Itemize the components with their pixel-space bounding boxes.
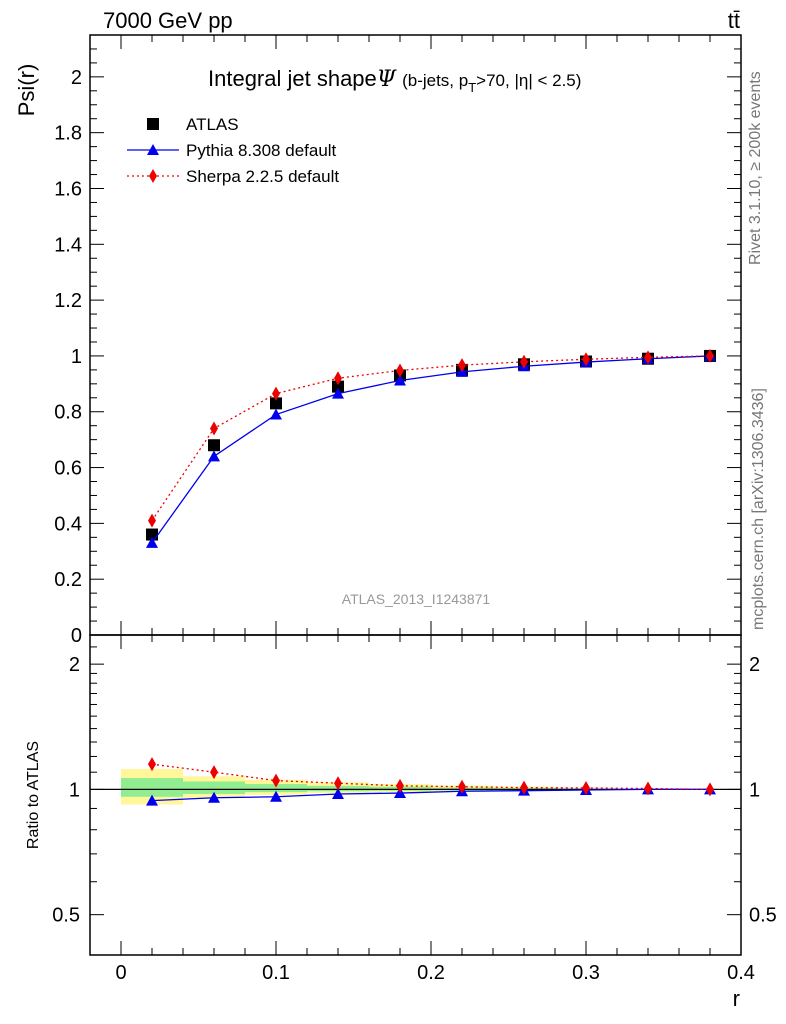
ratio-ytick-label: 2	[69, 654, 80, 676]
main-ticks: 0 0.2 0.4 0.6 0.8 1 1.2 1.4 1.6 1.8 2	[54, 34, 742, 647]
ratio-xtick-label: 0.2	[417, 962, 445, 984]
energy-label: 7000 GeV pp	[103, 8, 233, 33]
ratio-ytick-label: 0.5	[52, 905, 80, 927]
main-series-sherpa	[148, 348, 714, 528]
main-point-pythia	[332, 387, 344, 399]
ratio-panel: 0.5 0.5 1 1 2 2 0 0.1 0.2 0.3 0.4 Ratio to ATLAS r	[25, 634, 777, 1011]
legend-marker-sherpa	[149, 169, 157, 183]
ratio-point-sherpa	[334, 776, 342, 791]
ratio-point-pythia	[146, 794, 158, 806]
main-series-pythia	[146, 349, 716, 548]
ratio-point-sherpa	[458, 779, 466, 794]
main-ytick-label: 0	[71, 625, 82, 647]
legend-marker-pythia	[147, 144, 159, 155]
ratio-band-inner	[183, 781, 245, 794]
main-ytick-label: 0.6	[54, 458, 82, 480]
ratio-ytick-label-right: 0.5	[749, 905, 777, 927]
main-ytick-label: 1	[71, 346, 82, 368]
main-point-sherpa	[582, 352, 590, 367]
main-point-pythia	[270, 408, 282, 420]
main-ytick-label: 0.2	[54, 569, 82, 591]
main-point-atlas	[332, 380, 344, 393]
main-point-sherpa	[148, 513, 156, 528]
ratio-xtick-label: 0.4	[727, 962, 755, 984]
main-plot-area	[146, 348, 716, 548]
main-line-sherpa	[151, 355, 711, 521]
main-point-sherpa	[644, 350, 652, 365]
ratio-xlabel: r	[733, 986, 740, 1011]
ratio-point-sherpa	[520, 780, 528, 795]
ratio-ytick-label-right: 1	[749, 779, 760, 801]
source-label: mcplots.cern.ch [arXiv:1306.3436]	[750, 388, 767, 630]
ratio-ytick-label: 1	[69, 779, 80, 801]
main-point-pythia	[208, 450, 220, 462]
legend-marker-atlas	[147, 118, 159, 130]
ratio-line-pythia	[151, 788, 710, 802]
ratio-frame	[89, 634, 742, 956]
main-point-pythia	[146, 536, 158, 548]
main-ytick-label: 1.8	[54, 123, 82, 145]
main-point-atlas	[270, 397, 282, 410]
process-label: tt̄	[728, 8, 740, 33]
main-point-sherpa	[272, 386, 280, 401]
main-ytick-label: 2	[71, 67, 82, 89]
main-point-sherpa	[396, 363, 404, 378]
ratio-series-sherpa	[148, 757, 714, 797]
analysis-watermark: ATLAS_2013_I1243871	[342, 591, 491, 607]
ratio-point-pythia	[270, 790, 282, 802]
ratio-point-sherpa	[148, 757, 156, 772]
ratio-ticks: 0.5 0.5 1 1 2 2 0 0.1 0.2 0.3 0.4	[52, 635, 777, 984]
title-cuts-sub: T	[468, 80, 476, 95]
main-point-sherpa	[334, 371, 342, 386]
main-point-sherpa	[520, 354, 528, 369]
title-main: Integral jet shape	[208, 66, 377, 91]
legend-label-atlas: ATLAS	[186, 115, 239, 134]
ratio-ytick-label-right: 2	[749, 654, 760, 676]
main-ytick-label: 1.4	[54, 234, 82, 256]
ratio-xtick-label: 0.3	[572, 962, 600, 984]
main-ytick-label: 1.6	[54, 178, 82, 200]
ratio-point-sherpa	[706, 782, 714, 797]
ratio-xtick-label: 0	[115, 962, 126, 984]
main-point-sherpa	[706, 348, 714, 363]
ratio-band-inner	[245, 784, 307, 793]
ratio-point-pythia	[332, 787, 344, 799]
main-point-atlas	[208, 439, 220, 452]
ratio-line-sherpa	[151, 763, 711, 791]
legend: ATLAS Pythia 8.308 default Sherpa 2.2.5 …	[127, 115, 339, 186]
ratio-plot-area	[90, 757, 741, 806]
rivet-label: Rivet 3.1.10, ≥ 200k events	[747, 71, 764, 265]
main-title: Integral jet shapeΨ (b-jets, pT>70, |η| <…	[208, 66, 581, 95]
main-point-atlas	[146, 528, 158, 541]
main-panel: 0 0.2 0.4 0.6 0.8 1 1.2 1.4 1.6 1.8 2 Psi(r) Integ…	[14, 34, 742, 647]
ratio-point-sherpa	[396, 778, 404, 793]
title-symbol: Ψ	[377, 67, 397, 92]
main-line-pythia	[151, 355, 711, 544]
legend-label-sherpa: Sherpa 2.2.5 default	[186, 167, 339, 186]
title-cuts-a: (b-jets, p	[402, 71, 468, 90]
legend-item-pythia: Pythia 8.308 default	[127, 141, 337, 160]
ratio-point-sherpa	[210, 765, 218, 780]
ratio-point-sherpa	[272, 773, 280, 788]
main-point-pythia	[394, 374, 406, 386]
ratio-point-pythia	[208, 791, 220, 803]
legend-item-atlas: ATLAS	[147, 115, 239, 134]
title-cuts-b: >70, |η| < 2.5)	[476, 71, 581, 90]
ratio-ylabel: Ratio to ATLAS	[25, 741, 42, 849]
legend-item-sherpa: Sherpa 2.2.5 default	[127, 167, 339, 186]
main-ytick-label: 0.4	[54, 513, 82, 535]
ratio-point-sherpa	[582, 780, 590, 795]
main-ylabel: Psi(r)	[14, 64, 39, 117]
main-point-sherpa	[458, 358, 466, 373]
main-ytick-label: 1.2	[54, 290, 82, 312]
ratio-band-inner	[121, 778, 183, 797]
main-ytick-label: 0.8	[54, 402, 82, 424]
ratio-point-sherpa	[644, 781, 652, 796]
ratio-xtick-label: 0.1	[262, 962, 290, 984]
legend-label-pythia: Pythia 8.308 default	[186, 141, 337, 160]
main-point-sherpa	[210, 421, 218, 436]
